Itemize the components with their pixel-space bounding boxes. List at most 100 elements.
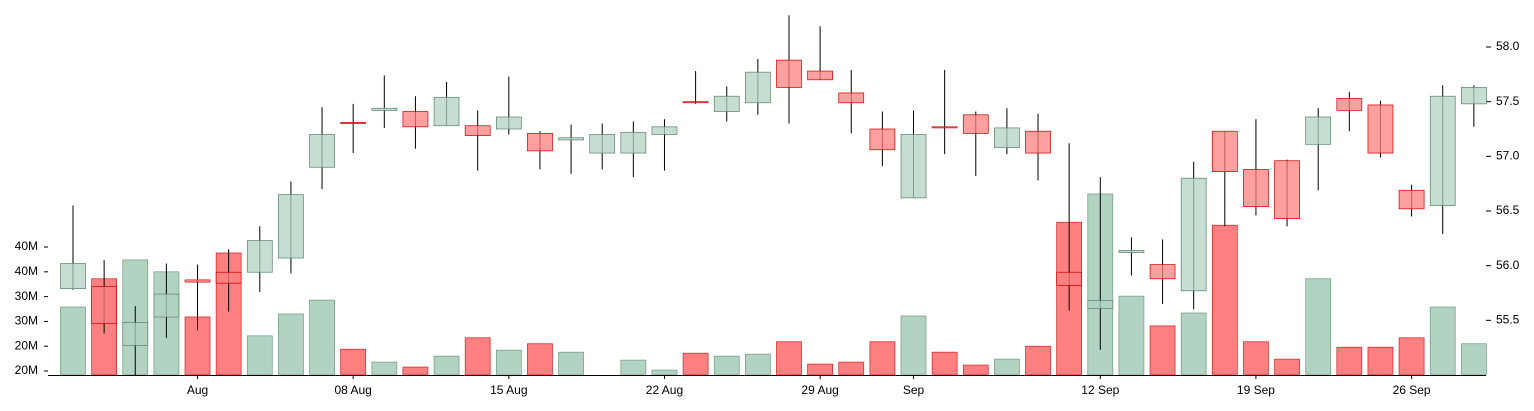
candle-body bbox=[1025, 130, 1051, 154]
volume-bar bbox=[527, 343, 553, 376]
candle-body bbox=[1460, 87, 1487, 105]
candle-body bbox=[776, 59, 802, 88]
volume-bar bbox=[1025, 345, 1051, 376]
candle-body bbox=[1056, 271, 1083, 286]
volume-tick-label: 30M bbox=[15, 289, 38, 303]
volume-bar bbox=[1243, 341, 1269, 376]
y-tick-label: 57.5 bbox=[1496, 94, 1520, 108]
x-tick-label: 08 Aug bbox=[334, 383, 371, 397]
volume-bar bbox=[1398, 337, 1425, 376]
volume-bar bbox=[402, 366, 429, 376]
volume-bar bbox=[1367, 346, 1394, 376]
volume-bar bbox=[60, 306, 86, 376]
candle-body bbox=[651, 126, 678, 135]
volume-bar bbox=[900, 315, 927, 376]
y-tick-label: 56.5 bbox=[1496, 203, 1520, 217]
volume-bar bbox=[246, 335, 273, 376]
x-tick-label: 22 Aug bbox=[646, 383, 683, 397]
volume-bar bbox=[464, 337, 491, 376]
volume-bar bbox=[309, 299, 335, 376]
y-tick-label: 55.5 bbox=[1496, 313, 1520, 327]
candle-body bbox=[309, 134, 335, 168]
candle-body bbox=[713, 95, 740, 112]
candle-body bbox=[1336, 98, 1363, 111]
volume-bar bbox=[371, 361, 398, 376]
candle-body bbox=[900, 134, 927, 199]
volume-bar bbox=[340, 348, 367, 376]
candle-body bbox=[558, 137, 584, 141]
x-tick-label: Sep bbox=[903, 383, 925, 397]
volume-bar bbox=[1305, 278, 1332, 376]
y-tick-label: 56.0 bbox=[1496, 258, 1520, 272]
y-tick-label: 58.0 bbox=[1496, 39, 1520, 53]
candle-body bbox=[1398, 189, 1425, 210]
candle-body bbox=[1243, 169, 1269, 207]
volume-bar bbox=[776, 341, 802, 376]
volume-bar bbox=[495, 349, 522, 376]
volume-bar bbox=[1211, 224, 1238, 376]
volume-tick-label: 40M bbox=[15, 239, 38, 253]
candle-body bbox=[931, 126, 958, 129]
candle-body bbox=[278, 194, 304, 259]
candle-body bbox=[122, 322, 149, 346]
y-tick-label: 57.0 bbox=[1496, 149, 1520, 163]
candle-body bbox=[620, 131, 647, 154]
volume-bar bbox=[682, 352, 709, 376]
candle-body bbox=[433, 96, 460, 127]
candle-body bbox=[402, 111, 429, 128]
x-tick-label: 26 Sep bbox=[1393, 383, 1431, 397]
volume-bar bbox=[1180, 312, 1207, 376]
volume-tick-label: 20M bbox=[15, 338, 38, 352]
candle-body bbox=[246, 240, 273, 273]
candle-body bbox=[215, 271, 242, 284]
candle-body bbox=[589, 134, 616, 154]
volume-bar bbox=[433, 355, 460, 376]
volume-bar bbox=[931, 351, 958, 376]
candle-body bbox=[1305, 116, 1332, 145]
candle-body bbox=[1118, 250, 1145, 253]
volume-tick-label: 20M bbox=[15, 363, 38, 377]
candle-body bbox=[527, 133, 553, 152]
volume-tick-label: 40M bbox=[15, 264, 38, 278]
volume-bar bbox=[807, 363, 833, 376]
x-tick-label: 29 Aug bbox=[801, 383, 838, 397]
candle-body bbox=[340, 122, 367, 124]
candle-body bbox=[1211, 130, 1238, 172]
volume-bar bbox=[1429, 306, 1456, 376]
volume-bar bbox=[745, 353, 771, 376]
volume-bar bbox=[838, 361, 865, 376]
candle-body bbox=[1149, 264, 1176, 280]
x-tick-label: 19 Sep bbox=[1237, 383, 1275, 397]
candle-body bbox=[1087, 300, 1114, 309]
volume-tick-label: 30M bbox=[15, 314, 38, 328]
candle-body bbox=[495, 116, 522, 130]
candle-body bbox=[1367, 104, 1394, 154]
candle-body bbox=[1180, 177, 1207, 292]
volume-bar bbox=[713, 355, 740, 376]
volume-bar bbox=[869, 341, 896, 376]
candle-body bbox=[1429, 95, 1456, 206]
x-tick-label: 12 Sep bbox=[1081, 383, 1119, 397]
volume-bar bbox=[620, 359, 647, 376]
candle-body bbox=[184, 279, 211, 283]
x-tick-label: Aug bbox=[187, 383, 208, 397]
candle-body bbox=[745, 71, 771, 104]
volume-bar bbox=[278, 313, 304, 376]
volume-bar bbox=[1274, 358, 1300, 376]
volume-bar bbox=[994, 358, 1020, 376]
candle-body bbox=[682, 101, 709, 104]
volume-bar bbox=[558, 351, 584, 376]
volume-bar bbox=[1118, 295, 1145, 376]
volume-bar bbox=[1460, 343, 1487, 376]
candle-body bbox=[1274, 160, 1300, 220]
candle-body bbox=[869, 128, 896, 151]
x-tick-label: 15 Aug bbox=[490, 383, 527, 397]
volume-bar bbox=[1336, 346, 1363, 376]
candle-body bbox=[962, 114, 989, 134]
candle-body bbox=[371, 107, 398, 111]
candle-body bbox=[994, 127, 1020, 148]
candle-body bbox=[807, 70, 833, 81]
volume-bar bbox=[1149, 325, 1176, 376]
candle-body bbox=[60, 263, 86, 289]
